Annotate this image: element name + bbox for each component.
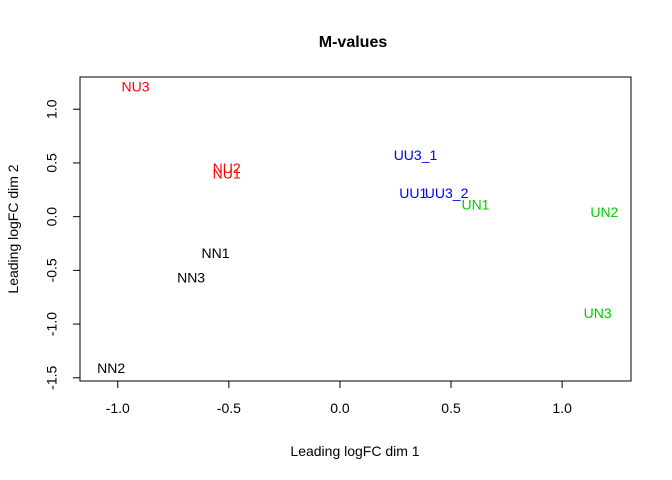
- y-tick-label: -0.5: [44, 258, 60, 282]
- point-label-nu2: NU2: [213, 160, 241, 176]
- point-label-nu3: NU3: [122, 78, 150, 94]
- point-label-nn3: NN3: [177, 270, 205, 286]
- x-axis: -1.0 -0.5 0.0 0.5 1.0: [106, 380, 572, 416]
- point-label-un2: UN2: [590, 204, 618, 220]
- y-tick-label: 0.5: [44, 153, 60, 173]
- y-tick-label: 1.0: [44, 99, 60, 119]
- y-axis-label: Leading logFC dim 2: [5, 164, 21, 293]
- point-label-nn2: NN2: [97, 360, 125, 376]
- x-axis-label: Leading logFC dim 1: [290, 443, 419, 459]
- point-label-uu3-2: UU3_2: [425, 185, 469, 201]
- point-label-nn1: NN1: [202, 245, 230, 261]
- y-axis: -1.5 -1.0 -0.5 0.0 0.5 1.0: [44, 99, 81, 390]
- x-tick-label: -1.0: [106, 400, 130, 416]
- point-label-un3: UN3: [584, 305, 612, 321]
- x-tick-label: 0.0: [330, 400, 350, 416]
- x-tick-label: 1.0: [552, 400, 572, 416]
- x-tick-label: 0.5: [441, 400, 461, 416]
- point-label-nu1: NU1: [213, 165, 241, 181]
- y-tick-label: -1.5: [44, 366, 60, 390]
- point-label-uu3-1: UU3_1: [394, 147, 438, 163]
- x-tick-label: -0.5: [217, 400, 241, 416]
- plot-frame: [79, 76, 632, 382]
- point-label-un1: UN1: [461, 197, 489, 213]
- point-label-uu1: UU1: [399, 185, 427, 201]
- y-tick-label: -1.0: [44, 312, 60, 336]
- y-tick-label: 0.0: [44, 207, 60, 227]
- chart-title: M-values: [319, 34, 388, 51]
